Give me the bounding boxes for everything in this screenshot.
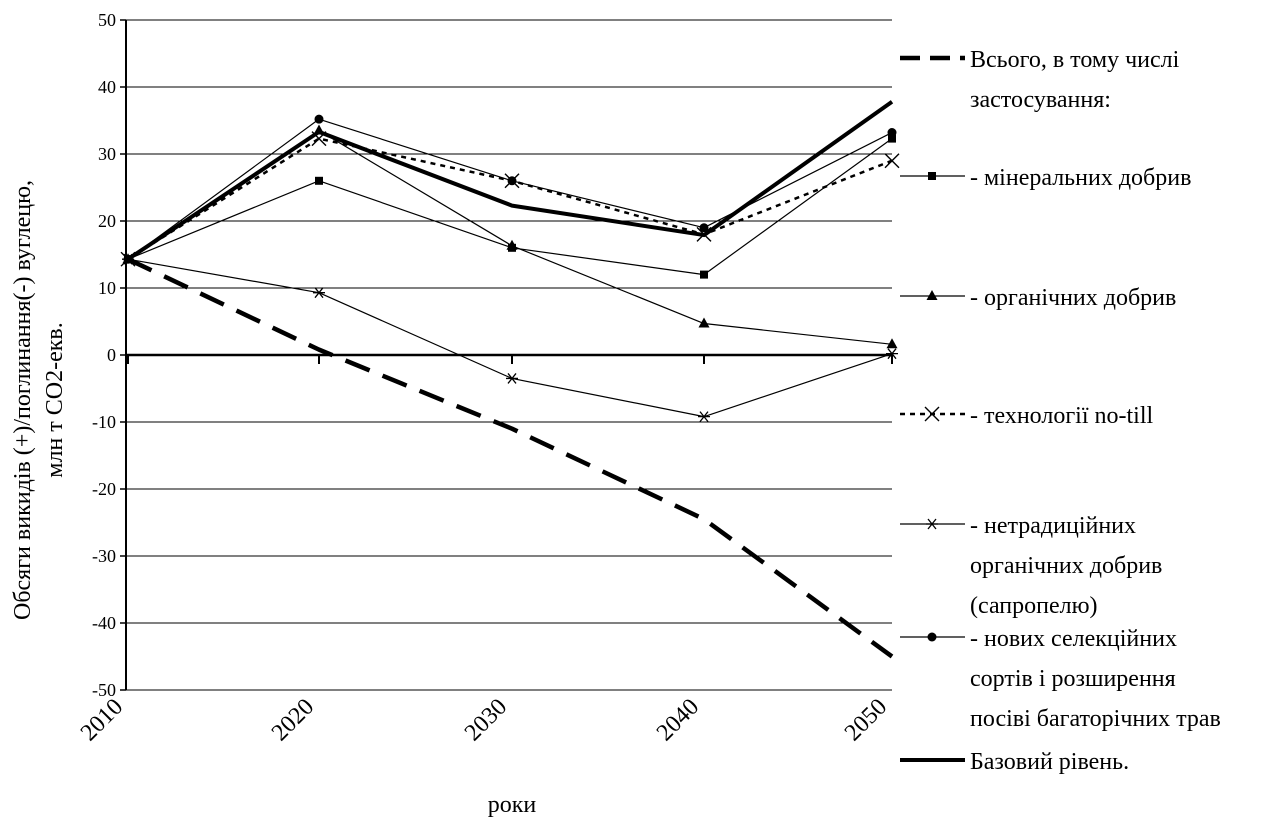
- y-tick-label: -30: [92, 546, 116, 566]
- series-2: [122, 124, 898, 349]
- y-tick-label: -20: [92, 479, 116, 499]
- legend-marker: [924, 406, 940, 422]
- gridlines: [126, 19, 892, 691]
- series-line: [126, 100, 894, 261]
- x-tick-label: 2050: [840, 694, 892, 746]
- x-tick-label: 2030: [460, 694, 512, 746]
- data-point: [699, 223, 709, 233]
- legend-label: застосування:: [970, 87, 1111, 113]
- data-point: [314, 114, 324, 124]
- series-line: [127, 257, 894, 659]
- y-tick-label: -50: [92, 680, 116, 700]
- legend-item-1: - мінеральних добрив: [900, 165, 1191, 191]
- legend-marker: [926, 290, 938, 300]
- legend-item-6: Базовий рівень.: [900, 749, 1129, 775]
- legend-label: сортів і розширення: [970, 666, 1176, 692]
- data-point: [888, 134, 896, 143]
- legend-label: - технології no-till: [970, 403, 1153, 429]
- y-tick-label: -10: [92, 412, 116, 432]
- legend-marker: [928, 172, 936, 180]
- legend-label: - мінеральних добрив: [970, 165, 1191, 191]
- y-tick-label: 20: [98, 211, 116, 231]
- y-tick-label: -40: [92, 613, 116, 633]
- legend-item-4: - нетрадиційних органічних добрив (сапропе…: [900, 513, 1162, 619]
- series-line: [127, 258, 893, 418]
- legend: Всього, в тому числі застосування: - мінер…: [900, 47, 1221, 775]
- legend-marker: [926, 518, 938, 530]
- legend-item-3: - технології no-till: [900, 403, 1153, 429]
- series-lines: [120, 100, 900, 659]
- data-point: [506, 239, 518, 250]
- legend-item-2: - органічних добрив: [900, 285, 1176, 311]
- legend-label: - нових селекційних: [970, 626, 1177, 652]
- legend-label: - органічних добрив: [970, 285, 1176, 311]
- legend-label: органічних добрив: [970, 553, 1162, 579]
- x-axis-title: роки: [488, 792, 537, 818]
- y-tick-label: 50: [98, 10, 116, 30]
- legend-label: посіві багаторічних трав: [970, 706, 1221, 732]
- data-point: [887, 128, 897, 138]
- x-tick-label: 2010: [76, 694, 128, 746]
- series-0: [127, 257, 894, 659]
- legend-marker: [927, 632, 937, 642]
- data-point: [313, 287, 325, 299]
- data-point: [315, 176, 323, 185]
- x-tick-labels: 2010 2020 2030 2040 2050: [76, 694, 892, 746]
- data-point: [886, 348, 898, 360]
- series-6: [126, 100, 894, 261]
- y-tick-label: 30: [98, 144, 116, 164]
- legend-label: Базовий рівень.: [970, 749, 1129, 775]
- axes: [120, 19, 893, 691]
- y-axis-title-line-2: млн т СО2-екв.: [42, 322, 68, 477]
- legend-label: Всього, в тому числі: [970, 47, 1180, 73]
- y-tick-label: 40: [98, 77, 116, 97]
- y-tick-label: 10: [98, 278, 116, 298]
- data-point: [506, 373, 518, 384]
- series-line: [127, 137, 893, 261]
- legend-label: - нетрадиційних: [970, 513, 1136, 539]
- y-axis-title-line-1: Обсяги викидів (+)/поглинання(-) вуглецю…: [10, 180, 36, 620]
- data-point: [884, 153, 900, 169]
- x-tick-label: 2040: [652, 694, 704, 746]
- data-point: [504, 173, 520, 189]
- data-point: [700, 270, 708, 279]
- y-tick-labels: 50 40 30 20 10 0 -10 -20 -30 -40 -50: [92, 10, 116, 700]
- data-point: [698, 317, 710, 328]
- y-axis-title: Обсяги викидів (+)/поглинання(-) вуглецю…: [10, 180, 68, 620]
- x-tick-label: 2020: [267, 694, 319, 746]
- legend-item-0: Всього, в тому числі застосування:: [900, 47, 1180, 113]
- data-point: [698, 411, 710, 423]
- y-tick-label: 0: [107, 345, 116, 365]
- series-4: [122, 253, 898, 423]
- data-point: [886, 338, 898, 349]
- legend-label: (сапропелю): [970, 593, 1098, 619]
- series-line: [127, 118, 893, 260]
- legend-item-5: - нових селекційних сортів і розширення по…: [900, 626, 1221, 732]
